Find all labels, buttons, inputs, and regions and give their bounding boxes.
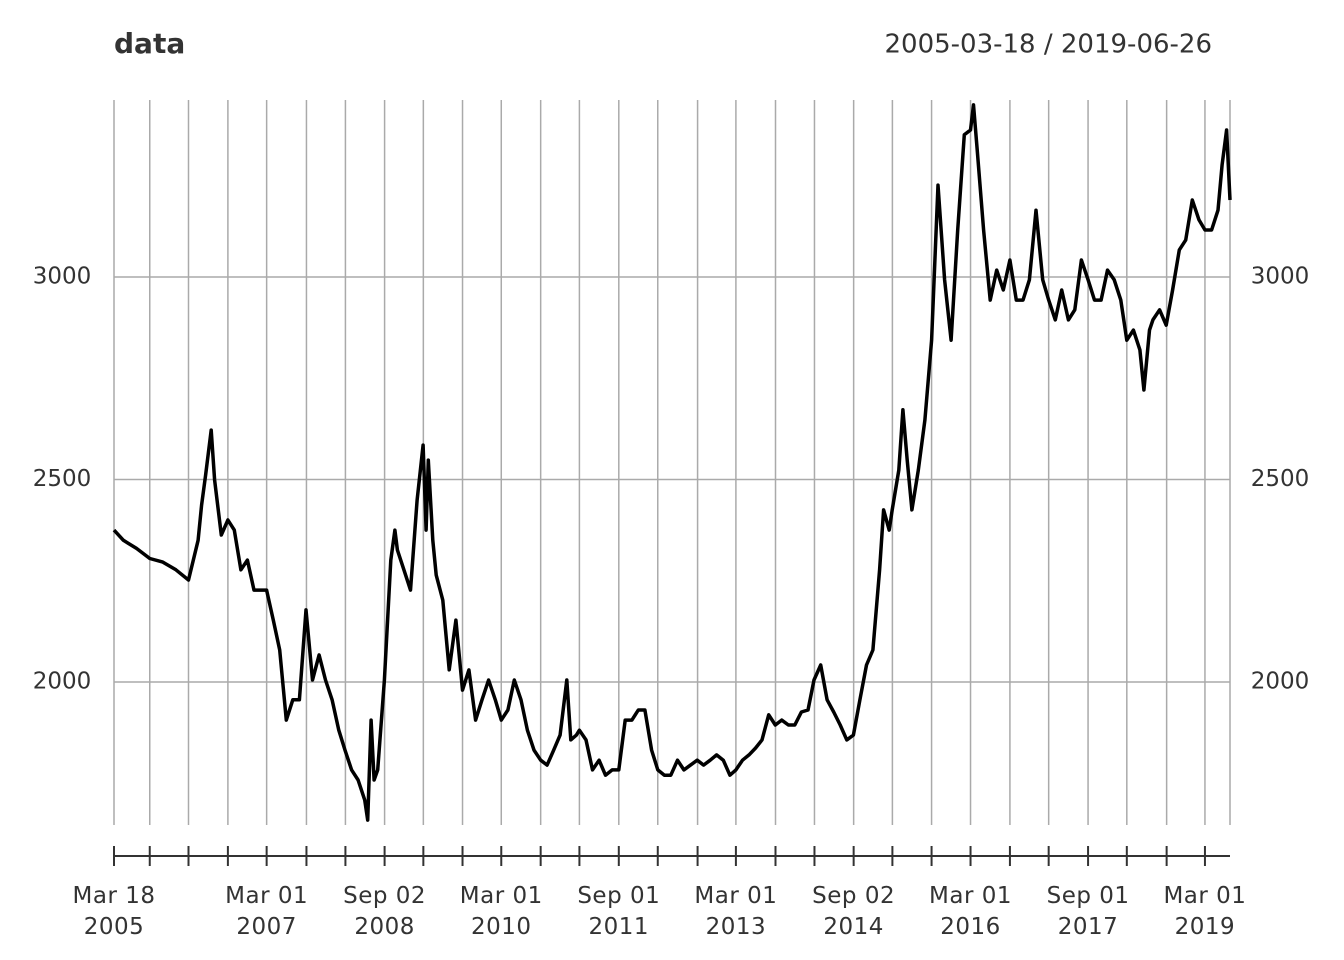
grid xyxy=(113,100,1231,825)
y2-tick-label: 3000 xyxy=(1251,263,1310,289)
x-tick-label: Mar 01 2013 xyxy=(694,883,778,940)
y-tick-label: 2500 xyxy=(33,466,92,492)
x-tick-label: Sep 02 2008 xyxy=(343,883,427,940)
x-tick-label: Mar 01 2016 xyxy=(929,883,1013,940)
y2-tick-label: 2500 xyxy=(1251,466,1310,492)
x-tick-label: Mar 18 2005 xyxy=(72,883,156,940)
date-range: 2005-03-18 / 2019-06-26 xyxy=(885,30,1213,60)
x-tick-label: Mar 01 2010 xyxy=(459,883,543,940)
y2-tick-label: 2000 xyxy=(1251,669,1310,695)
chart-title: data xyxy=(114,27,185,60)
y-tick-label: 3000 xyxy=(33,263,92,289)
y-tick-label: 2000 xyxy=(33,669,92,695)
x-tick-label: Sep 01 2017 xyxy=(1046,883,1130,940)
x-tick-label: Sep 01 2011 xyxy=(577,883,661,940)
x-tick-label: Sep 02 2014 xyxy=(812,883,896,940)
x-tick-label: Mar 01 2007 xyxy=(225,883,309,940)
data-line xyxy=(112,103,1232,822)
x-tick-label: Mar 01 2019 xyxy=(1163,883,1247,940)
